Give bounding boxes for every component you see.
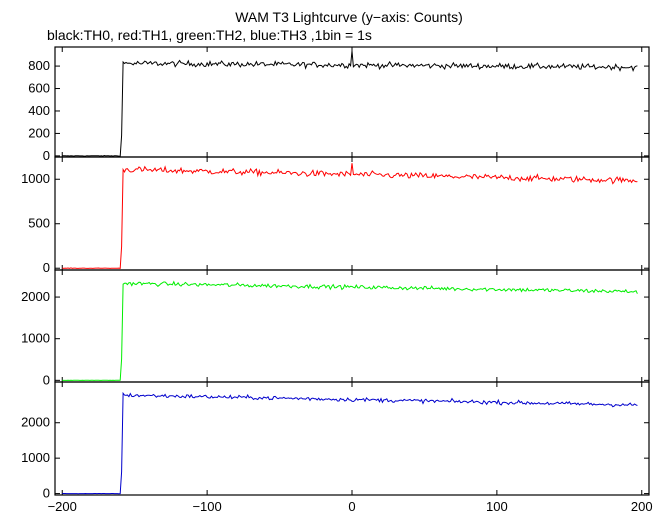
y-tick-label: 400 [28, 103, 50, 118]
series-line-th3 [62, 391, 638, 495]
x-axis: −200 −100 0 100 200 [48, 499, 653, 514]
chart-title: WAM T3 Lightcurve (y−axis: Counts) [235, 9, 463, 25]
y-tick-label: 0 [43, 486, 50, 501]
panel-th1: 0 500 1000 [21, 156, 650, 275]
y-tick-label: 800 [28, 58, 50, 73]
panel-frame [54, 46, 650, 158]
y-tick-label: 200 [28, 125, 50, 140]
y-tick-label: 0 [43, 260, 50, 275]
x-tick-label: −100 [192, 499, 221, 514]
x-tick-label: 100 [486, 499, 508, 514]
series-line-th0 [62, 50, 638, 157]
panel-th0: 0 200 400 600 800 [28, 46, 650, 163]
panel-th2: 0 1000 2000 [21, 269, 650, 387]
panels: 0 200 400 600 800 0 500 1000 0 1000 2000 0 1000 2000 [21, 46, 650, 501]
panel-th3: 0 1000 2000 [21, 381, 650, 501]
x-tick-label: 200 [631, 499, 653, 514]
chart-subtitle: black:TH0, red:TH1, green:TH2, blue:TH3 … [47, 27, 372, 43]
y-tick-label: 1000 [21, 331, 50, 346]
x-tick-label: 0 [348, 499, 355, 514]
y-tick-label: 2000 [21, 415, 50, 430]
y-tick-label: 1000 [21, 171, 50, 186]
panel-frame [54, 381, 650, 496]
y-tick-label: 600 [28, 81, 50, 96]
y-tick-label: 0 [43, 372, 50, 387]
x-tick-label: −200 [48, 499, 77, 514]
series-line-th1 [62, 163, 638, 270]
y-tick-label: 500 [28, 216, 50, 231]
y-tick-label: 1000 [21, 450, 50, 465]
y-tick-label: 2000 [21, 289, 50, 304]
series-line-th2 [62, 280, 638, 381]
panel-frame [54, 156, 650, 271]
y-tick-label: 0 [43, 148, 50, 163]
